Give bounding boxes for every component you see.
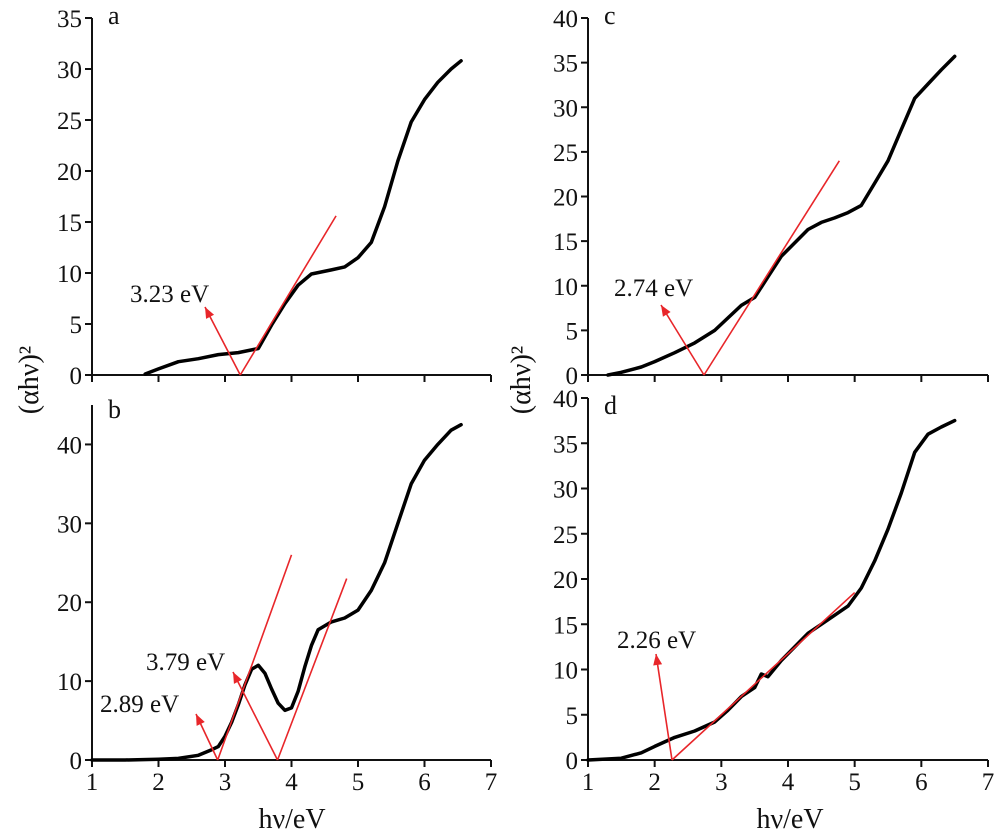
data-curve-a bbox=[143, 59, 463, 376]
x-tick-label-b-5: 6 bbox=[418, 769, 431, 796]
x-axis-title-left: hν/eV bbox=[258, 804, 325, 835]
x-axis-title-right: hν/eV bbox=[756, 804, 823, 835]
x-tick-label-b-2: 3 bbox=[219, 769, 232, 796]
y-tick-label-d-6: 30 bbox=[553, 477, 578, 504]
x-tick-label-d-6: 7 bbox=[982, 769, 995, 796]
panel-letter-b: b bbox=[108, 395, 121, 424]
fit-line-b-1 bbox=[276, 578, 348, 761]
x-tick-label-b-4: 5 bbox=[352, 769, 365, 796]
y-tick-label-b-0: 0 bbox=[70, 748, 83, 775]
annotation-arrow-d-0 bbox=[655, 653, 673, 761]
annotation-arrow-b-0 bbox=[232, 671, 279, 761]
x-tick-label-b-1: 2 bbox=[152, 769, 165, 796]
x-tick-label-d-4: 5 bbox=[848, 769, 861, 796]
y-tick-label-c-1: 5 bbox=[566, 318, 579, 345]
x-tick-label-b-3: 4 bbox=[285, 769, 298, 796]
y-tick-label-d-2: 10 bbox=[553, 658, 578, 685]
panel-b: 0 10 20 30 40 1 2 3 4 5 6 7 b 3.79 eV 2.89 eV bbox=[57, 395, 497, 796]
y-tick-label-b-2: 20 bbox=[57, 590, 82, 617]
y-tick-label-b-3: 30 bbox=[57, 511, 82, 538]
data-curve-b bbox=[90, 422, 463, 762]
panel-c: 0 5 10 15 20 25 30 35 40 c 2.74 eV bbox=[553, 1, 989, 390]
x-tick-label-d-2: 3 bbox=[715, 769, 728, 796]
panel-a: 0 5 10 15 20 25 30 35 a 3.23 eV bbox=[57, 1, 492, 390]
panel-d: 0 5 10 15 20 25 30 35 40 1 2 3 4 5 6 7 d 2.26 eV bbox=[553, 386, 994, 796]
fit-line-b-0 bbox=[216, 554, 293, 761]
y-tick-label-a-3: 15 bbox=[57, 210, 82, 237]
panel-letter-a: a bbox=[108, 1, 120, 30]
x-tick-label-d-1: 2 bbox=[648, 769, 661, 796]
y-tick-label-c-4: 20 bbox=[553, 185, 578, 212]
y-tick-label-d-7: 35 bbox=[553, 431, 578, 458]
annotation-label-c-0: 2.74 eV bbox=[614, 275, 693, 302]
annotation-arrowhead-b-1 bbox=[196, 714, 205, 726]
y-tick-label-a-5: 25 bbox=[57, 108, 82, 135]
data-curve-d bbox=[586, 418, 957, 762]
annotation-label-b-0: 3.79 eV bbox=[146, 649, 225, 676]
y-axis-title-right: (αhν)² bbox=[506, 346, 537, 414]
annotation-arrowhead-a-0 bbox=[205, 307, 215, 319]
y-tick-label-d-0: 0 bbox=[566, 748, 579, 775]
x-tick-label-b-6: 7 bbox=[485, 769, 498, 796]
annotation-label-b-1: 2.89 eV bbox=[100, 691, 179, 718]
y-tick-label-d-8: 40 bbox=[553, 386, 578, 413]
y-tick-label-b-1: 10 bbox=[57, 669, 82, 696]
y-axis-title-left: (αhν)² bbox=[14, 346, 45, 414]
y-tick-label-a-1: 5 bbox=[70, 312, 83, 339]
y-tick-label-d-4: 20 bbox=[553, 567, 578, 594]
y-tick-label-a-6: 30 bbox=[57, 57, 82, 84]
y-tick-label-c-6: 30 bbox=[553, 95, 578, 122]
y-tick-label-c-5: 25 bbox=[553, 140, 578, 167]
y-tick-label-a-4: 20 bbox=[57, 159, 82, 186]
panel-letter-d: d bbox=[604, 391, 617, 420]
data-curve-c bbox=[606, 54, 957, 377]
y-tick-label-c-3: 15 bbox=[553, 229, 578, 256]
x-tick-label-d-3: 4 bbox=[782, 769, 795, 796]
annotation-arrow-c-0 bbox=[660, 304, 705, 376]
annotation-arrowhead-c-0 bbox=[661, 305, 671, 317]
y-tick-label-b-4: 40 bbox=[57, 432, 82, 459]
y-tick-label-c-7: 35 bbox=[553, 51, 578, 78]
y-tick-label-a-0: 0 bbox=[70, 363, 83, 390]
x-tick-label-d-0: 1 bbox=[582, 769, 595, 796]
y-tick-label-a-7: 35 bbox=[57, 6, 82, 33]
y-tick-label-c-2: 10 bbox=[553, 274, 578, 301]
y-tick-label-d-5: 25 bbox=[553, 522, 578, 549]
y-tick-label-d-3: 15 bbox=[553, 612, 578, 639]
fit-line-d-0 bbox=[671, 591, 856, 761]
y-tick-label-c-8: 40 bbox=[553, 6, 578, 33]
y-tick-label-a-2: 10 bbox=[57, 261, 82, 288]
fit-line-a-0 bbox=[239, 215, 337, 376]
x-tick-label-d-5: 6 bbox=[915, 769, 928, 796]
panel-letter-c: c bbox=[604, 1, 616, 30]
annotation-arrowhead-d-0 bbox=[653, 654, 663, 666]
y-tick-label-d-1: 5 bbox=[566, 703, 579, 730]
annotation-label-d-0: 2.26 eV bbox=[617, 627, 696, 654]
fit-line-c-0 bbox=[703, 160, 841, 376]
y-tick-label-c-0: 0 bbox=[566, 363, 579, 390]
annotation-arrow-a-0 bbox=[204, 306, 242, 376]
annotation-arrowhead-b-0 bbox=[233, 672, 242, 684]
x-tick-label-b-0: 1 bbox=[86, 769, 99, 796]
annotation-label-a-0: 3.23 eV bbox=[130, 281, 209, 308]
